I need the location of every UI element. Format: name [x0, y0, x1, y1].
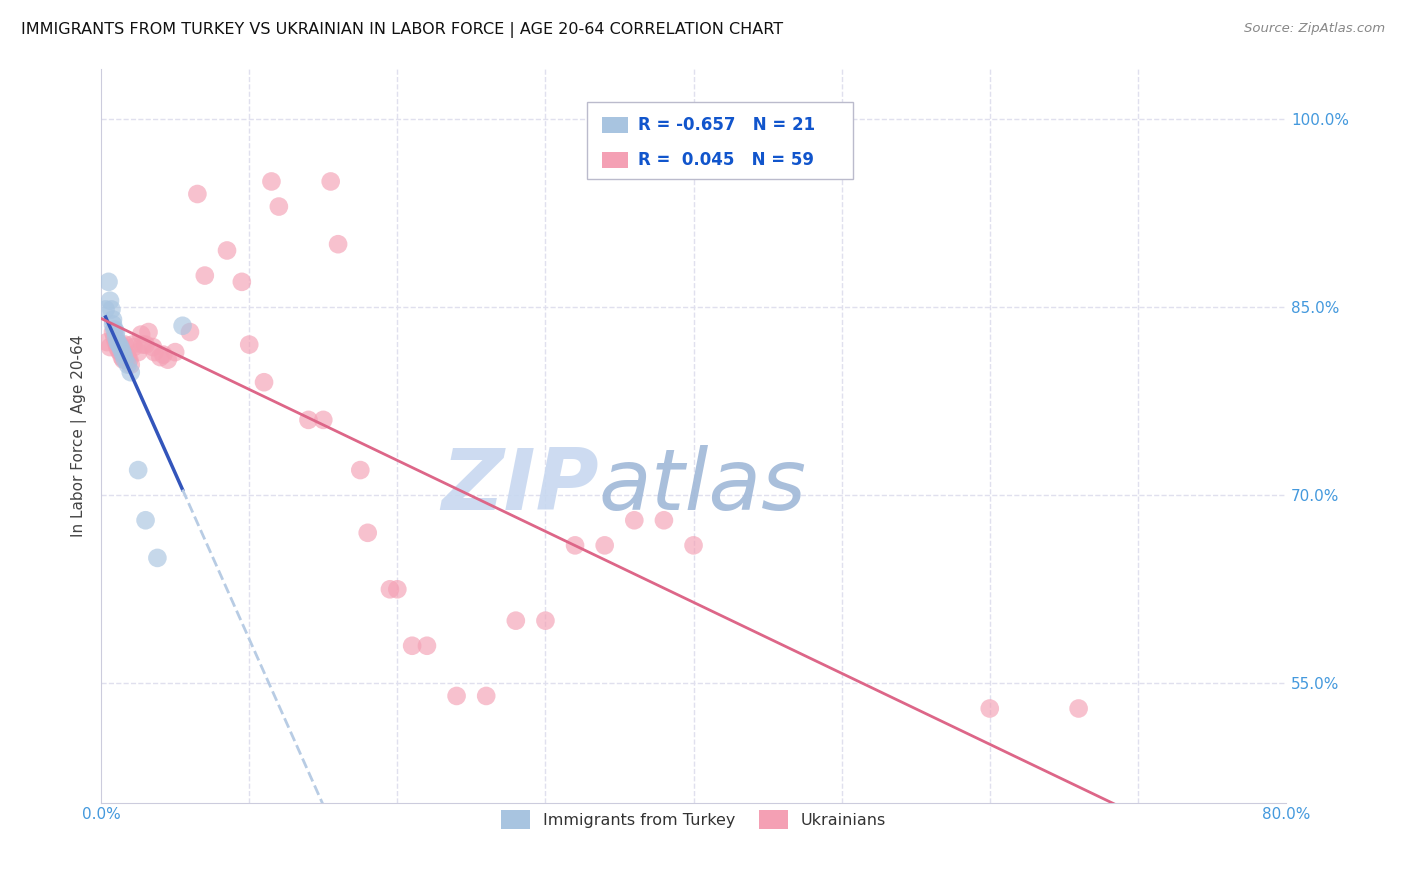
- Legend: Immigrants from Turkey, Ukrainians: Immigrants from Turkey, Ukrainians: [495, 804, 893, 835]
- Point: [623, 513, 645, 527]
- Point: [416, 639, 439, 653]
- Point: [131, 337, 153, 351]
- FancyBboxPatch shape: [586, 102, 853, 178]
- Point: [979, 701, 1001, 715]
- Point: [135, 337, 157, 351]
- Point: [98, 340, 121, 354]
- Point: [115, 348, 138, 362]
- Point: [401, 639, 423, 653]
- Point: [319, 174, 342, 188]
- Point: [108, 337, 131, 351]
- Y-axis label: In Labor Force | Age 20-64: In Labor Force | Age 20-64: [72, 334, 87, 537]
- Point: [104, 330, 127, 344]
- Point: [114, 337, 136, 351]
- Point: [117, 350, 139, 364]
- Point: [149, 350, 172, 364]
- Point: [238, 337, 260, 351]
- Point: [94, 302, 117, 317]
- Point: [122, 340, 145, 354]
- Point: [652, 513, 675, 527]
- Point: [127, 345, 149, 359]
- Point: [194, 268, 217, 283]
- Point: [378, 582, 401, 597]
- Point: [135, 513, 157, 527]
- Point: [142, 340, 165, 354]
- Text: R =  0.045   N = 59: R = 0.045 N = 59: [638, 151, 814, 169]
- Point: [1067, 701, 1090, 715]
- Point: [110, 340, 132, 354]
- Point: [593, 538, 616, 552]
- Text: atlas: atlas: [599, 445, 807, 528]
- Point: [138, 325, 160, 339]
- Point: [349, 463, 371, 477]
- Point: [103, 330, 125, 344]
- Point: [172, 318, 194, 333]
- Point: [129, 327, 152, 342]
- Point: [114, 352, 136, 367]
- Text: R = -0.657   N = 21: R = -0.657 N = 21: [638, 116, 815, 134]
- Point: [108, 343, 131, 358]
- Point: [475, 689, 498, 703]
- Point: [152, 348, 174, 362]
- Point: [101, 318, 124, 332]
- Point: [387, 582, 409, 597]
- Point: [118, 352, 141, 367]
- Point: [312, 413, 335, 427]
- Point: [215, 244, 238, 258]
- Point: [186, 186, 208, 201]
- Point: [101, 312, 124, 326]
- Point: [156, 352, 179, 367]
- Point: [253, 376, 276, 390]
- Point: [326, 237, 349, 252]
- Point: [297, 413, 319, 427]
- Point: [120, 365, 142, 379]
- Point: [127, 463, 149, 477]
- Point: [357, 525, 380, 540]
- Point: [120, 358, 142, 372]
- Point: [179, 325, 201, 339]
- Point: [107, 340, 129, 354]
- Point: [111, 350, 134, 364]
- Point: [97, 275, 120, 289]
- Point: [117, 358, 139, 372]
- Text: IMMIGRANTS FROM TURKEY VS UKRAINIAN IN LABOR FORCE | AGE 20-64 CORRELATION CHART: IMMIGRANTS FROM TURKEY VS UKRAINIAN IN L…: [21, 22, 783, 38]
- Point: [564, 538, 586, 552]
- FancyBboxPatch shape: [602, 152, 628, 168]
- Point: [231, 275, 253, 289]
- Point: [165, 345, 187, 359]
- Point: [111, 343, 134, 358]
- Point: [446, 689, 468, 703]
- Point: [107, 334, 129, 349]
- Point: [103, 322, 125, 336]
- Point: [267, 200, 290, 214]
- Point: [682, 538, 704, 552]
- Point: [110, 345, 132, 359]
- Point: [112, 348, 135, 362]
- Point: [100, 302, 122, 317]
- Point: [96, 334, 118, 349]
- Point: [143, 345, 166, 359]
- Point: [101, 325, 124, 339]
- Point: [146, 550, 169, 565]
- Point: [98, 293, 121, 308]
- Text: Source: ZipAtlas.com: Source: ZipAtlas.com: [1244, 22, 1385, 36]
- Point: [112, 352, 135, 367]
- Point: [104, 334, 127, 349]
- Point: [260, 174, 283, 188]
- Text: ZIP: ZIP: [441, 445, 599, 528]
- Point: [534, 614, 557, 628]
- Point: [104, 325, 127, 339]
- Point: [110, 337, 132, 351]
- FancyBboxPatch shape: [602, 117, 628, 133]
- Point: [121, 337, 143, 351]
- Point: [505, 614, 527, 628]
